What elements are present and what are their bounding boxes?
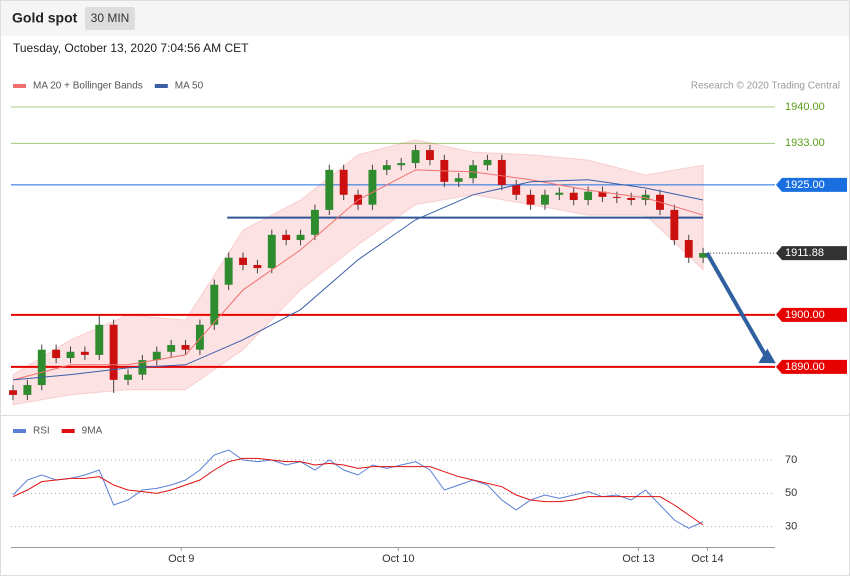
credit: Research © 2020 Trading Central xyxy=(691,81,840,92)
candle-body xyxy=(267,234,276,269)
legend-swatch xyxy=(13,429,26,433)
candle-body xyxy=(239,257,247,265)
candle-body xyxy=(109,324,118,380)
candle-body xyxy=(325,169,334,210)
candle-body xyxy=(181,345,190,350)
candle-body xyxy=(80,351,89,355)
level-label: 1933.00 xyxy=(785,137,825,149)
candle-body xyxy=(368,169,377,205)
candle-body xyxy=(195,324,204,350)
candle-body xyxy=(66,351,75,359)
candle-body xyxy=(124,374,132,380)
level-tag xyxy=(776,177,847,192)
legend-label: MA 20 + Bollinger Bands xyxy=(33,81,143,92)
candle-body xyxy=(483,159,492,166)
legend-swatch xyxy=(61,429,75,433)
x-tick-label: Oct 13 xyxy=(622,553,654,565)
candle-body xyxy=(425,150,434,160)
candle-body xyxy=(612,196,621,198)
candle-body xyxy=(296,234,305,241)
candle-body xyxy=(9,390,17,395)
y-tick-label: 70 xyxy=(785,454,797,466)
level-label: 1911.88 xyxy=(785,247,824,259)
candle-body xyxy=(641,194,650,200)
moving-average xyxy=(12,169,704,381)
candle-body xyxy=(684,240,693,258)
rsi-panel: 70 50 30 Oct 9 Oct 10 Oct 13 Oct 14 RSI 9MA xyxy=(11,426,797,565)
level-label: 1940.00 xyxy=(785,101,825,113)
moving-average xyxy=(12,179,704,381)
candle-body xyxy=(411,150,420,164)
header-bar xyxy=(1,1,849,36)
y-tick-label: 30 xyxy=(785,521,797,533)
candle-body xyxy=(526,194,535,205)
timeframe-badge[interactable] xyxy=(85,7,135,30)
candle-body xyxy=(52,349,61,359)
candle-body xyxy=(282,234,291,241)
candle-body xyxy=(541,194,549,205)
title: Gold spot xyxy=(12,10,78,26)
timeframe[interactable]: 30 MIN xyxy=(91,11,130,25)
level-tag xyxy=(776,359,847,374)
candle-body xyxy=(37,349,46,386)
candle-body xyxy=(167,345,176,352)
x-tick-label: Oct 9 xyxy=(168,553,194,565)
x-tick-label: Oct 10 xyxy=(382,553,414,565)
arrow-head xyxy=(758,348,776,364)
y-tick-label: 50 xyxy=(785,487,797,499)
level-label: 1900.00 xyxy=(785,309,825,321)
candle-body xyxy=(23,385,32,395)
candle-body xyxy=(210,284,219,325)
rsi-line xyxy=(12,449,704,529)
candle-body xyxy=(497,159,506,185)
candle-body xyxy=(512,184,521,195)
legend-label: 9MA xyxy=(82,426,103,437)
rsi-line xyxy=(12,457,704,526)
candle-body xyxy=(598,191,607,197)
candle-body xyxy=(224,257,233,285)
candle-body xyxy=(310,209,319,235)
candle-body xyxy=(569,192,578,200)
legend-swatch xyxy=(13,84,26,88)
legend-label: MA 50 xyxy=(175,81,204,92)
candle-body xyxy=(454,178,463,182)
x-tick-label: Oct 14 xyxy=(691,553,723,565)
candle-body xyxy=(555,192,564,195)
candle-body xyxy=(699,253,708,258)
candle-body xyxy=(95,324,104,355)
candle-body xyxy=(339,169,348,195)
candle-body xyxy=(627,197,636,200)
level-label: 1890.00 xyxy=(785,361,825,373)
candle-body xyxy=(382,165,391,170)
candle-body xyxy=(253,264,262,269)
candle-body xyxy=(152,351,161,361)
legend-label: RSI xyxy=(33,426,50,437)
forecast-arrow xyxy=(705,252,769,359)
level-tag xyxy=(776,307,847,322)
level-tag xyxy=(776,246,847,261)
bollinger-band xyxy=(12,139,704,406)
legend-swatch xyxy=(154,84,168,88)
timestamp: Tuesday, October 13, 2020 7:04:56 AM CET xyxy=(13,41,249,55)
candle-body xyxy=(584,191,593,200)
level-label: 1925.00 xyxy=(785,179,825,191)
candle-body xyxy=(397,163,406,166)
candle-body xyxy=(670,209,679,241)
price-panel: 1940.00 1933.00 1925.00 1911.88 1900.00 1890.… xyxy=(9,81,847,406)
